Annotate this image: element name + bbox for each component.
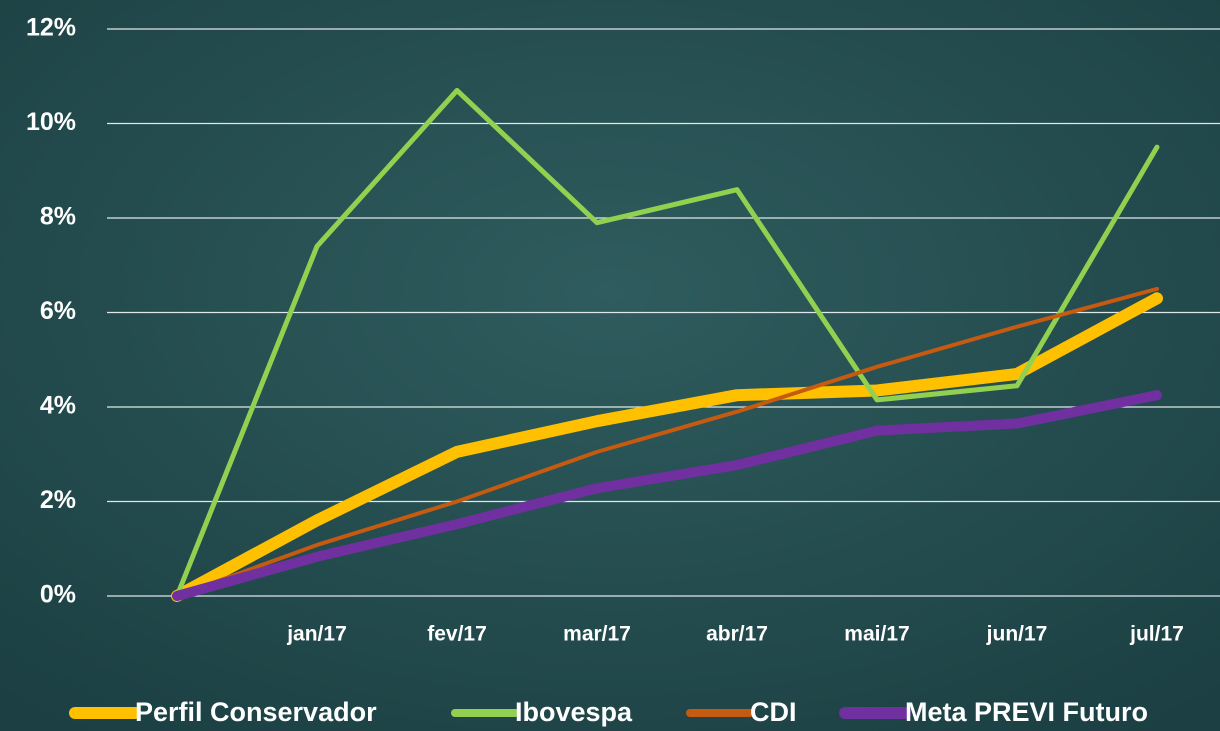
- legend-label: Meta PREVI Futuro: [905, 697, 1148, 727]
- series-line: [174, 87, 1160, 599]
- series-line: [172, 390, 1162, 601]
- series-line: [171, 292, 1163, 602]
- y-tick-label: 8%: [40, 203, 76, 231]
- x-tick-label: jan/17: [286, 623, 347, 646]
- x-tick-label: abr/17: [706, 623, 768, 646]
- y-tick-label: 12%: [26, 14, 76, 42]
- x-tick-label: jun/17: [986, 623, 1048, 646]
- legend-label: CDI: [750, 697, 797, 727]
- series-line: [175, 286, 1159, 598]
- y-tick-label: 6%: [40, 297, 76, 325]
- x-tick-label: jul/17: [1129, 623, 1184, 646]
- y-tick-label: 0%: [40, 581, 76, 609]
- x-tick-label: fev/17: [427, 623, 487, 646]
- x-tick-label: mai/17: [844, 623, 909, 646]
- legend-label: Perfil Conservador: [135, 697, 377, 727]
- y-tick-label: 10%: [26, 108, 76, 136]
- y-tick-label: 2%: [40, 486, 76, 514]
- x-tick-label: mar/17: [563, 623, 631, 646]
- y-tick-label: 4%: [40, 392, 76, 420]
- legend-label: Ibovespa: [515, 697, 633, 727]
